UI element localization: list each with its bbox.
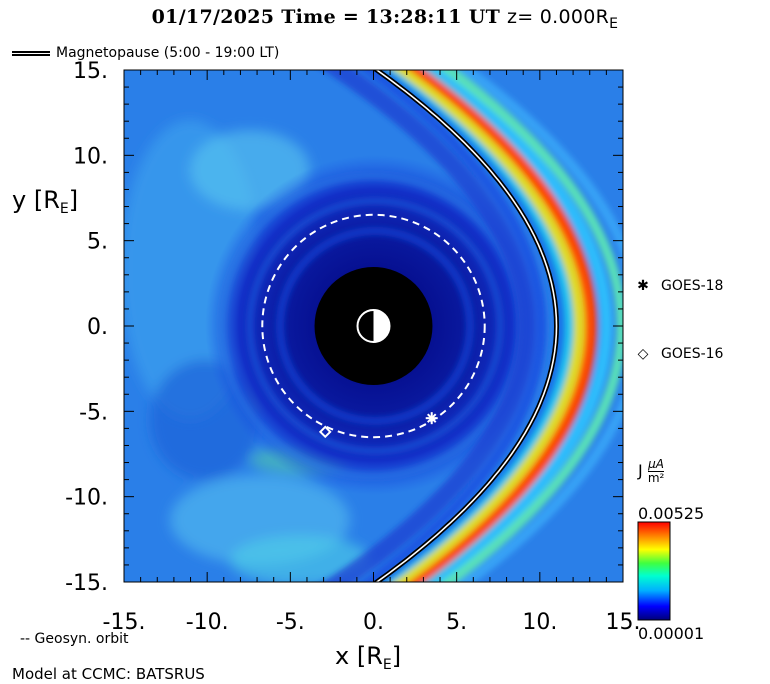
dayside-band-0 xyxy=(360,70,547,582)
satellite-markers xyxy=(318,412,438,439)
x-tick-label: 0. xyxy=(363,610,384,635)
goes-16-marker xyxy=(318,425,332,439)
dayside-band-1 xyxy=(376,70,568,582)
goes-18-label: GOES-18 xyxy=(661,278,724,294)
dayside-band-4 xyxy=(409,70,598,582)
x-tick-label: 5. xyxy=(446,610,467,635)
y-tick-label: 15. xyxy=(73,59,108,84)
title-time-label: Time = xyxy=(281,6,360,28)
colorbar-title: J μA m² xyxy=(638,457,665,485)
y-axis-label: y [RE] xyxy=(12,186,79,217)
legend-goes-18: ✱ GOES-18 xyxy=(635,278,723,294)
colorbar-max-label: 0.00525 xyxy=(638,504,705,523)
magnetopause-legend: Magnetopause (5:00 - 19:00 LT) xyxy=(12,45,279,61)
goes-16-icon: ◇ xyxy=(637,346,649,362)
title-date: 01/17/2025 xyxy=(151,6,275,28)
geosync-orbit-legend: -- Geosyn. orbit xyxy=(20,631,129,647)
chart-title: 01/17/2025 Time = 13:28:11 UT z= 0.000RE xyxy=(0,6,770,32)
title-time: 13:28:11 UT xyxy=(366,6,501,28)
model-credit: Model at CCMC: BATSRUS xyxy=(12,665,205,683)
current-density-heatmap xyxy=(124,70,623,582)
y-tick-label: -5. xyxy=(79,400,108,425)
legend-goes-16: ◇ GOES-16 xyxy=(635,346,724,362)
dayside-current-bands xyxy=(323,70,623,582)
x-tick-label: -5. xyxy=(276,610,305,635)
x-tick-label: -10. xyxy=(186,610,229,635)
x-tick-label: 15. xyxy=(606,610,641,635)
goes-16-label: GOES-16 xyxy=(661,346,724,362)
goes-18-icon: ✱ xyxy=(637,278,649,294)
x-tick-label: 10. xyxy=(522,610,557,635)
y-tick-label: 5. xyxy=(87,230,108,255)
magnetopause-line-inner xyxy=(375,70,558,582)
x-axis-label: x [RE] xyxy=(335,642,402,673)
earth-icon xyxy=(356,309,391,343)
y-tick-label: 10. xyxy=(73,144,108,169)
magnetopause-legend-label: Magnetopause (5:00 - 19:00 LT) xyxy=(56,45,280,61)
y-tick-label: 0. xyxy=(87,315,108,340)
dayside-inner-band xyxy=(323,70,536,582)
title-z: z= 0.000RE xyxy=(506,6,619,32)
y-tick-label: -10. xyxy=(65,486,108,511)
magnetopause-legend-line xyxy=(12,50,50,56)
geosync-orbit-circle xyxy=(261,213,486,439)
y-tick-label: -15. xyxy=(65,571,108,596)
dayside-band-7 xyxy=(459,70,623,582)
goes-18-marker xyxy=(425,412,438,425)
dayside-band-5 xyxy=(424,70,613,582)
colorbar xyxy=(637,521,671,621)
tick-labels: -15. -10. -5. 0. 5. 10. 15. 15. 10. 5. 0. -5. -10. -1… xyxy=(65,59,640,635)
x-tick-label: -15. xyxy=(103,610,146,635)
axis-ticks xyxy=(123,69,624,583)
colorbar-min-label: 0.00001 xyxy=(638,624,705,643)
